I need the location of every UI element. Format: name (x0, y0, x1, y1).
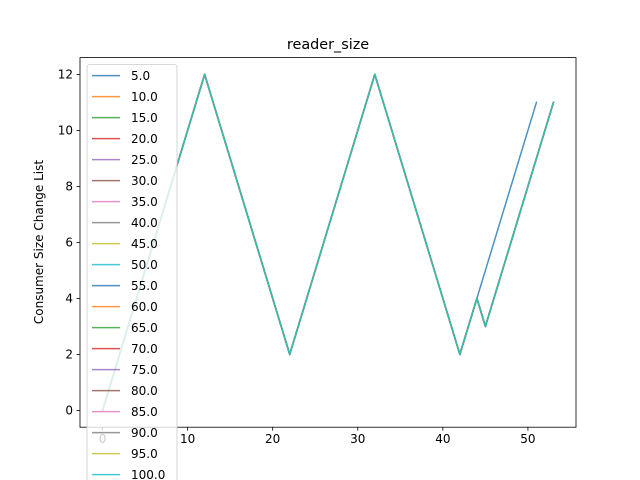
legend-label: 100.0 (131, 468, 165, 480)
x-tick-label: 50 (520, 432, 535, 446)
y-tick-label: 12 (58, 68, 73, 82)
y-tick-label: 0 (65, 404, 73, 418)
legend-label: 75.0 (131, 363, 158, 377)
legend-label: 10.0 (131, 90, 158, 104)
legend-label: 5.0 (131, 69, 150, 83)
legend-label: 40.0 (131, 216, 158, 230)
legend-label: 35.0 (131, 195, 158, 209)
y-tick-label: 8 (65, 180, 73, 194)
series-layer (101, 73, 555, 412)
x-tick-label: 10 (180, 432, 195, 446)
legend-label: 50.0 (131, 258, 158, 272)
x-tick-label: 20 (265, 432, 280, 446)
legend-label: 25.0 (131, 153, 158, 167)
legend-label: 95.0 (131, 447, 158, 461)
legend-label: 60.0 (131, 300, 158, 314)
y-tick-label: 4 (65, 292, 73, 306)
legend-box (86, 64, 178, 480)
legend-label: 45.0 (131, 237, 158, 251)
legend-label: 30.0 (131, 174, 158, 188)
x-tick-label: 30 (350, 432, 365, 446)
legend-label: 90.0 (131, 426, 158, 440)
y-axis-ticks: 0 2 4 6 8 10 12 (58, 68, 80, 418)
legend-label: 80.0 (131, 384, 158, 398)
legend-label: 85.0 (131, 405, 158, 419)
legend-label: 20.0 (131, 132, 158, 146)
y-tick-label: 6 (65, 236, 73, 250)
x-axis-ticks: 01020304050 (99, 427, 536, 446)
legend: 5.0 10.0 15.0 20.0 25.0 30.0 35.0 40.0 45.0 50.0 5… (86, 64, 178, 480)
legend-label: 65.0 (131, 321, 158, 335)
series-line-20 (101, 73, 555, 412)
legend-label: 70.0 (131, 342, 158, 356)
legend-label: 55.0 (131, 279, 158, 293)
legend-label: 15.0 (131, 111, 158, 125)
y-tick-label: 10 (58, 124, 73, 138)
x-tick-label: 40 (435, 432, 450, 446)
chart-title: reader_size (287, 37, 369, 53)
y-axis-label: Consumer Size Change List (32, 160, 46, 324)
y-tick-label: 2 (65, 348, 73, 362)
